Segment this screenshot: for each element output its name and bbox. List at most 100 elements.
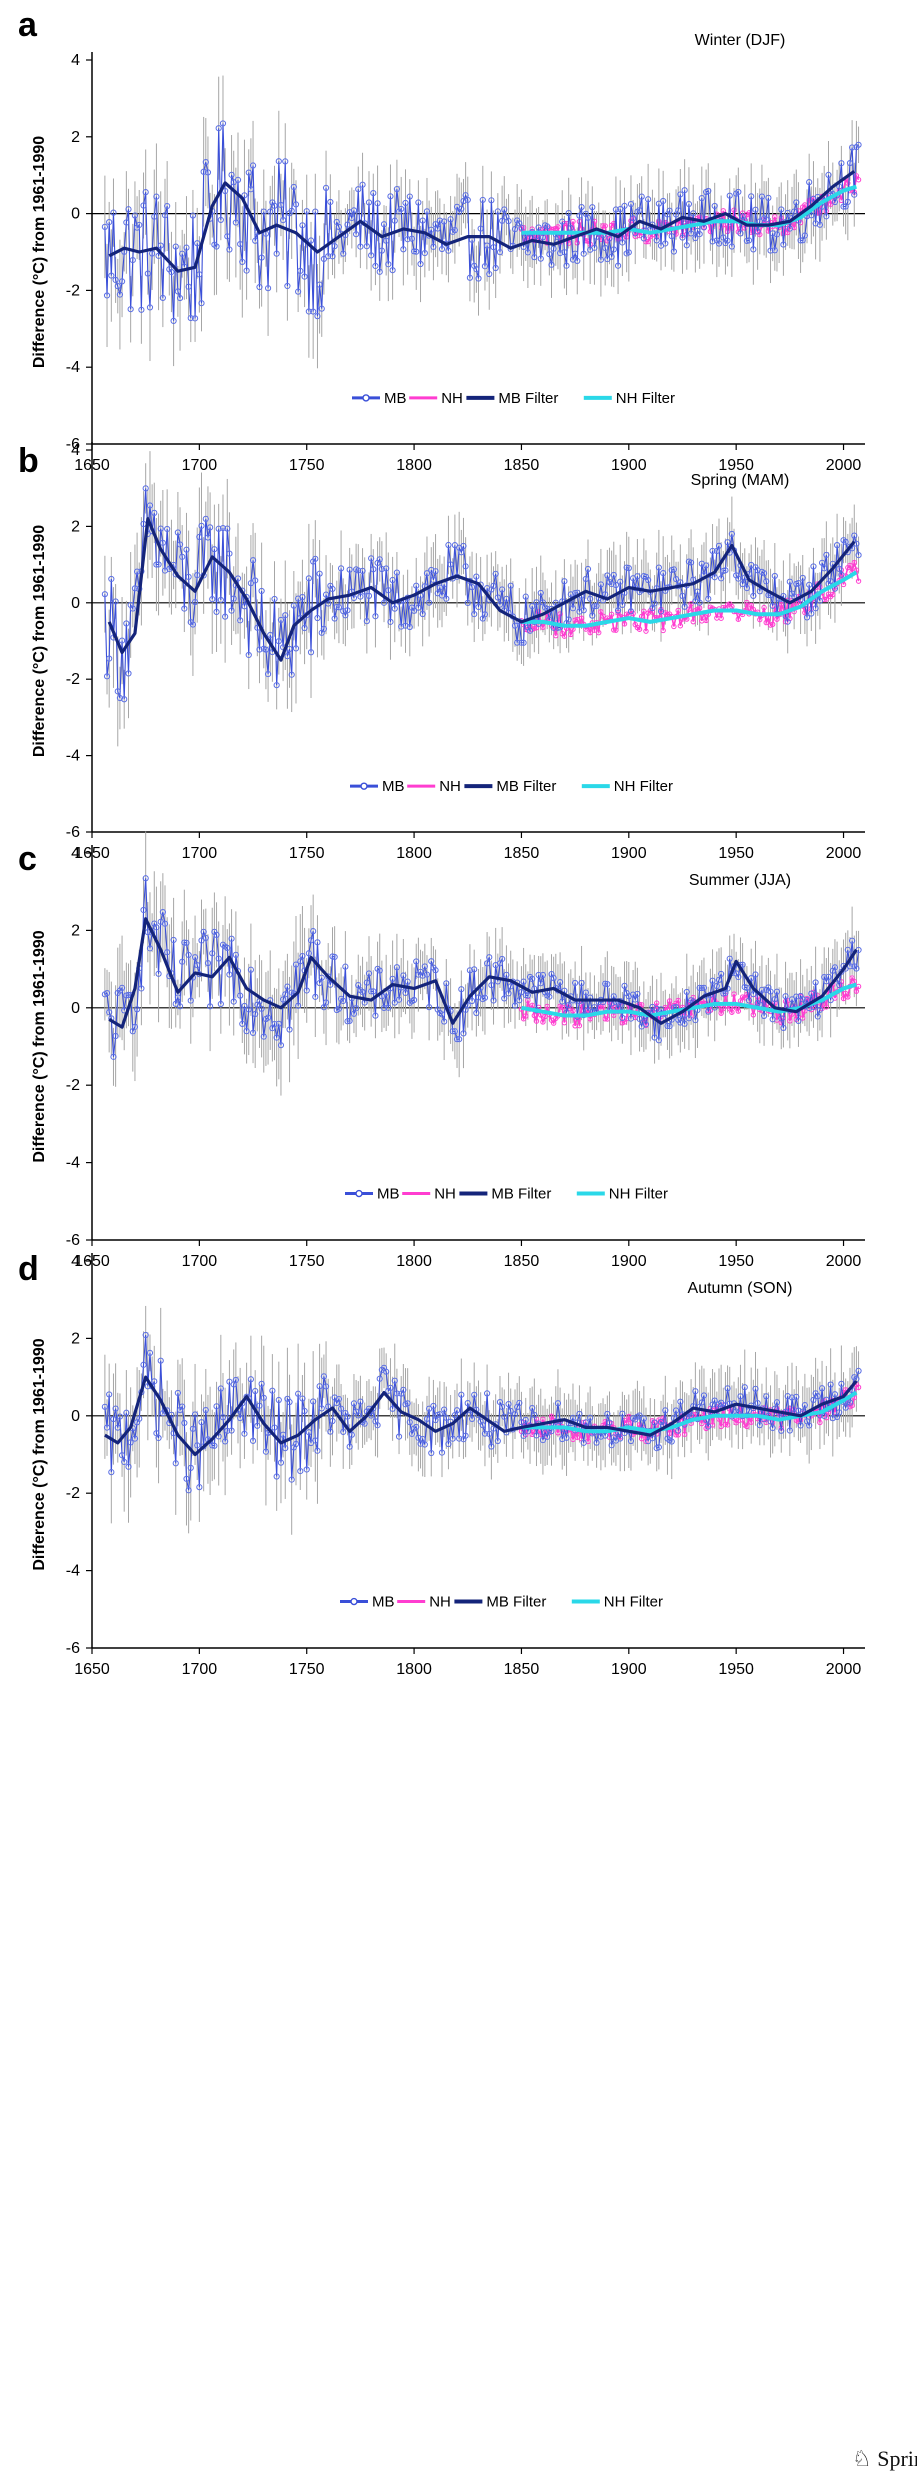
nh-point [608, 611, 615, 618]
nh-point [800, 1015, 806, 1021]
mb-point [310, 1398, 317, 1405]
mb-point [196, 271, 203, 278]
mb-point [340, 250, 347, 257]
mb-point [213, 931, 220, 938]
mb-point [608, 580, 615, 588]
mb-point [398, 623, 405, 630]
mb-point [121, 1458, 128, 1466]
mb-point [612, 206, 620, 213]
mb-point [486, 954, 493, 961]
mb-point [365, 199, 373, 206]
legend-label: MB [384, 390, 407, 407]
mb-point [675, 207, 682, 214]
mb-point [698, 194, 705, 202]
mb-point [572, 250, 579, 257]
mb-point [282, 158, 289, 165]
panel-title: Spring (MAM) [691, 472, 790, 489]
mb-point [183, 546, 190, 553]
mb-point [106, 655, 113, 662]
mb-point [703, 562, 710, 569]
mb-point [799, 996, 806, 1003]
mb-point [353, 1005, 360, 1012]
mb-point [125, 1463, 132, 1470]
mb-point [202, 515, 209, 522]
mb-point [413, 958, 420, 965]
mb-point [584, 565, 592, 573]
mb-point [209, 950, 216, 957]
nh-point [638, 1002, 645, 1008]
mb-point [662, 1407, 669, 1414]
mb-point [499, 955, 506, 963]
mb-point [219, 120, 227, 127]
mb-point [286, 645, 293, 653]
mb-point [224, 944, 231, 951]
mb-point [853, 965, 860, 972]
mb-point [194, 571, 201, 579]
mb-point [187, 1464, 194, 1471]
mb-point [389, 975, 396, 982]
y-tick-label: -2 [66, 282, 80, 299]
mb-point [314, 1447, 321, 1454]
mb-point [368, 555, 375, 562]
mb-point [593, 602, 600, 610]
nh-point [621, 621, 628, 627]
panel-letter: a [18, 6, 38, 44]
mb-point [833, 542, 841, 549]
x-tick-label: 1900 [611, 1253, 647, 1270]
mb-point [161, 212, 169, 219]
mb-point [769, 602, 776, 609]
mb-point [329, 1417, 336, 1425]
mb-point [106, 1391, 113, 1398]
mb-point [423, 971, 431, 978]
mb-point [645, 196, 652, 203]
mb-point [408, 235, 416, 242]
mb-point [683, 242, 690, 249]
mb-point [827, 1381, 834, 1388]
mb-point [131, 1023, 139, 1030]
mb-point [698, 1399, 705, 1406]
mb-point [267, 208, 274, 215]
legend-marker [355, 1189, 363, 1198]
mb-point [745, 237, 753, 244]
y-tick-label: -6 [66, 1640, 80, 1657]
mb-point [215, 125, 222, 132]
mb-point [262, 1448, 270, 1455]
mb-point [312, 555, 319, 562]
mb-point [108, 1469, 115, 1476]
legend-label: MB Filter [486, 1594, 546, 1611]
mb-point [679, 592, 686, 599]
mb-point [773, 1399, 781, 1406]
mb-point [275, 1020, 282, 1027]
mb-point [314, 313, 321, 320]
nh-point [602, 223, 608, 229]
mb-point [333, 603, 340, 611]
mb-point [404, 978, 411, 985]
x-tick-label: 1850 [504, 845, 540, 862]
mb-point [458, 1391, 465, 1398]
mb-point [700, 984, 708, 991]
mb-point [617, 578, 624, 585]
mb-point [786, 1427, 793, 1434]
mb-point [490, 997, 497, 1004]
mb-point [750, 991, 757, 998]
mb-point [786, 578, 793, 585]
mb-point [292, 201, 300, 208]
mb-point [636, 207, 643, 214]
mb-point [840, 203, 847, 210]
y-tick-label: -4 [66, 1563, 80, 1580]
mb-point [417, 260, 424, 268]
mb-point [694, 588, 701, 595]
mb-point [602, 244, 609, 252]
mb-point [301, 273, 308, 280]
mb-point [224, 1427, 231, 1434]
mb-point [344, 221, 351, 228]
mb-point [825, 171, 832, 178]
mb-point [337, 565, 345, 572]
mb-point [524, 992, 531, 999]
publisher-logo: ♘ Springer [852, 2446, 917, 2472]
mb-point [153, 924, 160, 931]
legend-label: MB [382, 778, 405, 795]
mb-point [322, 1383, 330, 1390]
mb-point [340, 997, 347, 1005]
